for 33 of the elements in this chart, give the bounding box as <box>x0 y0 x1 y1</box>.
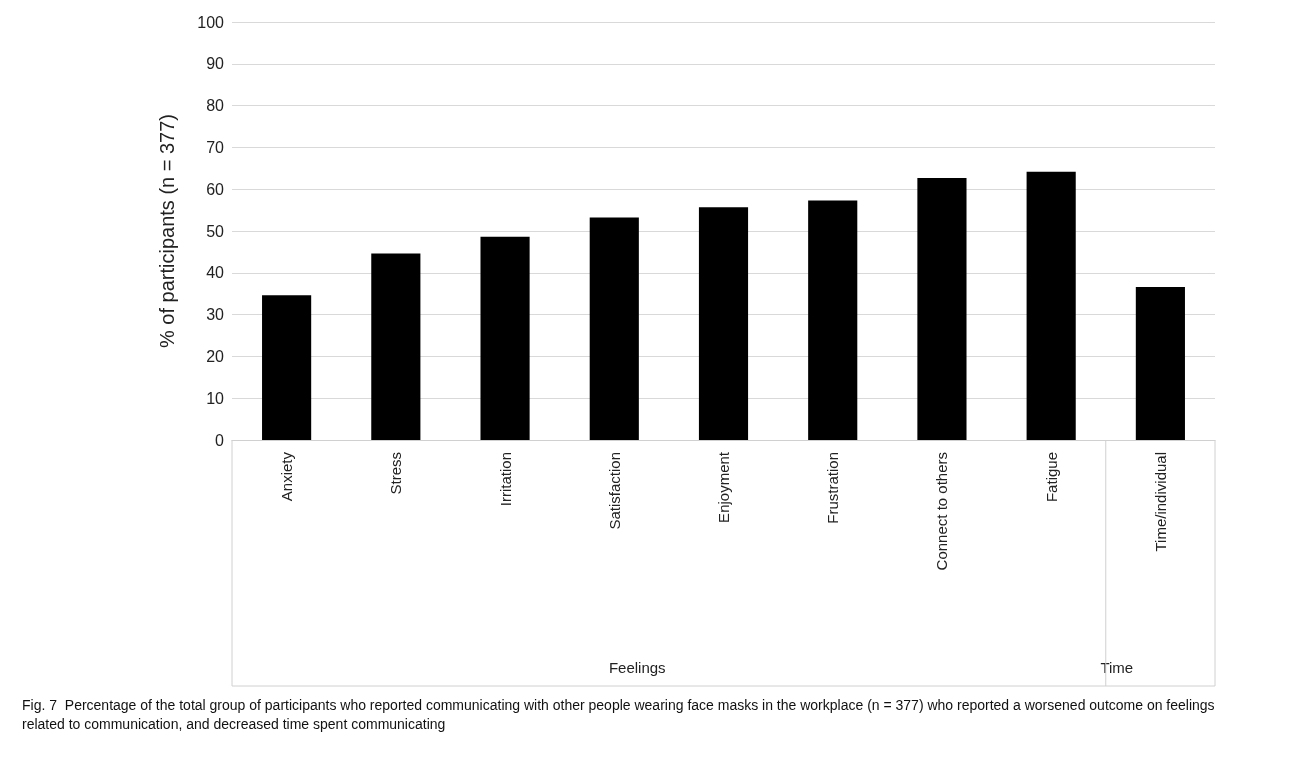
x-tick-label: Satisfaction <box>605 452 623 530</box>
caption: Fig. 7 Percentage of the total group of participants who reported communicating with other people wearing face masks in the workplace (n = 377) who reported a worsened outcome on feelings related to communication, and decreased time spent communicating <box>22 696 1219 732</box>
bar <box>1135 287 1185 440</box>
x-tick-label: Anxiety <box>278 451 296 502</box>
y-tick-label: 50 <box>206 222 225 240</box>
bar <box>262 295 312 440</box>
bar <box>698 207 749 440</box>
x-tick-label: Frustration <box>824 452 842 524</box>
bar <box>480 236 530 440</box>
x-tick-label: Stress <box>387 452 405 495</box>
y-tick-label: 0 <box>215 431 225 449</box>
x-tick-label: Irritation <box>496 452 514 507</box>
y-tick-label: 10 <box>206 389 225 407</box>
bar <box>589 217 639 440</box>
x-tick-label: Time/individual <box>1151 452 1169 552</box>
text: Time <box>1100 659 1134 676</box>
y-tick-label: 40 <box>206 264 225 282</box>
y-tick-label: 90 <box>206 55 225 73</box>
y-tick-label: 20 <box>206 347 225 365</box>
text: Feelings <box>608 659 666 676</box>
bar <box>1026 171 1076 440</box>
y-tick-label: 100 <box>197 13 225 31</box>
x-tick-label: Fatigue <box>1042 452 1060 503</box>
x-tick-label: Connect to others <box>933 452 951 571</box>
y-axis-title: % of participants (n = 377) <box>156 113 178 349</box>
bar <box>917 177 967 440</box>
y-tick-label: 70 <box>206 138 225 156</box>
x-tick-label: Enjoyment <box>715 451 732 523</box>
bar <box>371 253 421 440</box>
y-tick-label: 30 <box>206 306 225 324</box>
y-tick-label: 60 <box>206 180 225 198</box>
y-tick-label: 80 <box>206 97 225 115</box>
bar <box>808 200 858 440</box>
